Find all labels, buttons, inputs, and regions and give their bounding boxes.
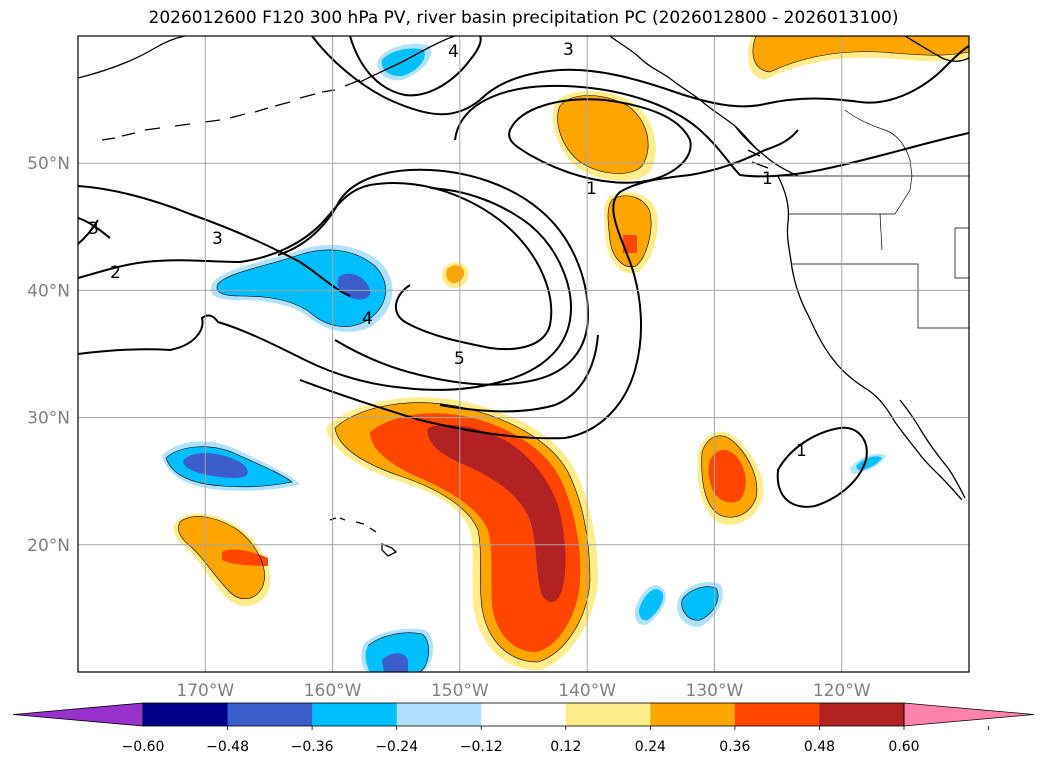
colorbar-swatch	[312, 703, 398, 726]
pv-contour-1	[311, 36, 969, 116]
aleutian-islands	[101, 79, 361, 141]
pv-contour-5	[78, 185, 351, 297]
map-panel: 4 3 1 1 3 3 2 4 5 1	[77, 35, 970, 673]
colorbar-tick-label: 0.48	[804, 739, 835, 755]
contour-label: 4	[362, 309, 373, 329]
map-title: 2026012600 F120 300 hPa PV, river basin …	[148, 8, 899, 28]
colorbar-tick-label: 0.36	[719, 739, 750, 755]
contour-label: 1	[796, 441, 807, 461]
cold-anomaly-se1-24	[638, 589, 664, 621]
pv-contour-4	[454, 84, 969, 178]
warm-anomaly-north-24	[557, 95, 649, 174]
latitude-label: 50°N	[27, 154, 70, 174]
contour-labels: 4 3 1 1 3 3 2 4 5 1	[88, 40, 807, 461]
top-right-coast	[904, 36, 969, 62]
colorbar-tick-label: 0.12	[550, 739, 581, 755]
alaska-peninsula	[359, 36, 456, 83]
contour-label: 1	[762, 169, 773, 189]
pv-contours	[78, 36, 969, 508]
contour-label: 4	[448, 42, 459, 62]
longitude-label: 160°W	[304, 681, 362, 701]
map-border	[77, 35, 970, 673]
contour-label: 1	[586, 179, 597, 199]
colorbar-tick-label: −0.36	[291, 739, 334, 755]
latitude-label: 40°N	[27, 281, 70, 301]
alaska-coast	[78, 36, 186, 79]
colorbar-extend-max	[903, 702, 1035, 727]
longitude-label: 130°W	[686, 681, 744, 701]
coastlines	[78, 36, 969, 557]
colorbar-tick-label: −0.24	[375, 739, 418, 755]
cold-anomaly-central-24	[216, 250, 386, 327]
latitude-label: 30°N	[27, 409, 70, 429]
colorbar-swatch	[481, 703, 567, 726]
precipitation-shading	[162, 36, 969, 672]
pv-contour-8	[277, 168, 590, 386]
cold-anomaly-west-36	[183, 453, 248, 478]
warm-anomaly-southwest-24	[178, 516, 265, 599]
pv-contour-7	[78, 187, 572, 391]
colorbar: −0.60 −0.48 −0.36 −0.24 −0.12 0.12 0.24 0.36 0.4…	[12, 702, 1035, 755]
latitude-labels: 50°N 40°N 30°N 20°N	[27, 154, 70, 556]
pv-contour-10	[299, 129, 799, 440]
colorbar-tick-label: −0.48	[206, 739, 249, 755]
colorbar-swatch	[819, 703, 905, 726]
cold-anomaly-se2-24	[681, 586, 719, 621]
pv-contour-3	[508, 98, 692, 184]
cold-anomaly-south-36	[382, 653, 408, 672]
warm-anomaly-offshore-36	[623, 235, 637, 253]
warm-anomaly-central-48	[427, 424, 566, 602]
longitude-label: 120°W	[813, 681, 871, 701]
colorbar-swatch	[396, 703, 482, 726]
pv-contour-11	[776, 426, 868, 508]
longitude-labels: 170°W 160°W 150°W 140°W 130°W 120°W	[176, 681, 870, 701]
colorbar-swatch	[227, 703, 313, 726]
us-west-coast	[777, 175, 963, 501]
colorbar-tick-label: 0.24	[635, 739, 666, 755]
contour-label: 3	[563, 40, 574, 60]
warm-anomaly-offshore-24	[608, 195, 652, 267]
colorbar-frame	[142, 702, 905, 727]
contour-label: 2	[110, 263, 121, 283]
baja-california	[899, 399, 966, 499]
colorbar-tick-label: −0.12	[460, 739, 503, 755]
warm-anomaly-southwest-36	[222, 549, 268, 566]
warm-anomaly-northeast-24	[752, 36, 969, 72]
latitude-label: 20°N	[27, 536, 70, 556]
colorbar-extend-min	[12, 702, 144, 727]
contour-label: 3	[212, 229, 223, 249]
warm-anomaly-east-36	[708, 449, 746, 503]
contour-label: 5	[454, 349, 465, 369]
pv-contour-2	[349, 36, 482, 97]
cold-anomaly-south-24	[365, 632, 429, 672]
grid-lines	[78, 36, 969, 672]
longitude-label: 140°W	[558, 681, 616, 701]
contour-label: 3	[88, 219, 99, 239]
colorbar-tick-label: −0.60	[122, 739, 165, 755]
colorbar-swatch	[734, 703, 820, 726]
pv-contour-9	[78, 217, 111, 245]
colorbar-tick-label: 0.60	[888, 739, 919, 755]
longitude-label: 150°W	[431, 681, 489, 701]
colorbar-swatch	[650, 703, 736, 726]
longitude-label: 170°W	[176, 681, 234, 701]
colorbar-swatch	[143, 703, 229, 726]
pv-contour-6	[78, 182, 553, 351]
colorbar-swatch	[565, 703, 651, 726]
political-boundaries	[778, 109, 969, 329]
